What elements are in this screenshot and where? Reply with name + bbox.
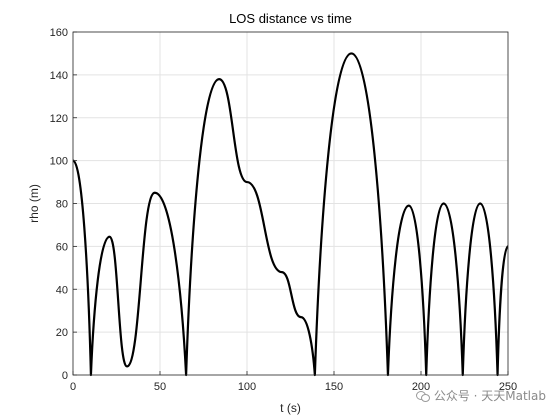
y-tick-label: 0 xyxy=(62,370,68,382)
y-tick-label: 140 xyxy=(50,70,68,82)
chart-title: LOS distance vs time xyxy=(229,11,352,26)
x-tick-label: 100 xyxy=(238,381,256,393)
y-tick-label: 100 xyxy=(50,156,68,168)
x-tick-label: 150 xyxy=(325,381,343,393)
x-tick-label: 200 xyxy=(412,381,430,393)
watermark: 公众号 · 天天Matlab xyxy=(415,387,546,404)
x-axis-label: t (s) xyxy=(280,401,301,415)
y-tick-label: 60 xyxy=(56,241,68,253)
y-axis-label: rho (m) xyxy=(27,184,41,223)
x-tick-label: 0 xyxy=(70,381,76,393)
y-tick-label: 80 xyxy=(56,199,68,211)
y-tick-label: 160 xyxy=(50,27,68,39)
wechat-icon xyxy=(415,390,430,402)
x-tick-label: 250 xyxy=(499,381,517,393)
watermark-text: 公众号 · 天天Matlab xyxy=(433,389,546,403)
y-tick-label: 20 xyxy=(56,327,68,339)
ticks: 0 50 100 150 200 250 0 20 40 60 80 100 120 140 160 xyxy=(50,27,518,393)
y-tick-label: 120 xyxy=(50,113,68,125)
x-tick-label: 50 xyxy=(154,381,166,393)
y-tick-label: 40 xyxy=(56,284,68,296)
